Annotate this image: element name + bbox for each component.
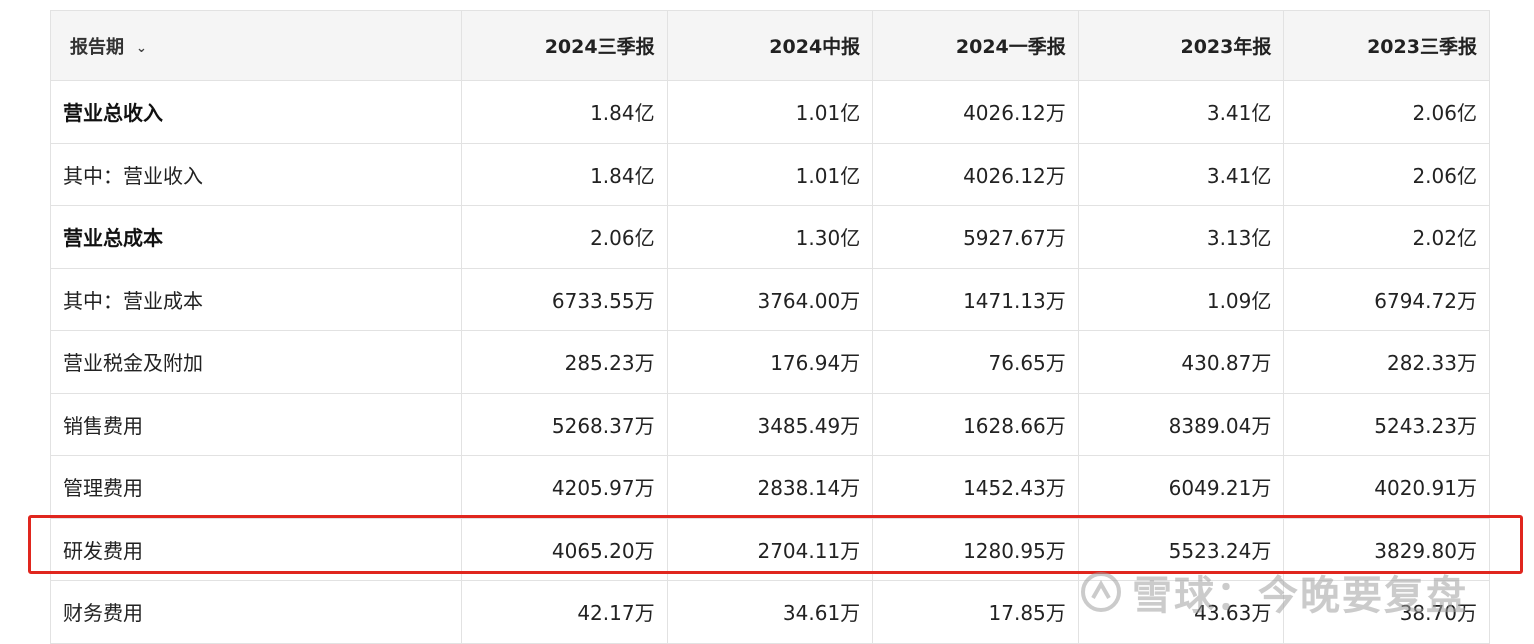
table-cell: 4020.91万 xyxy=(1283,455,1490,519)
table-cell: 3764.00万 xyxy=(666,267,874,331)
table-row: 其中：营业成本 6733.55万 3764.00万 1471.13万 1.09亿 6794… xyxy=(50,267,1490,331)
table-cell: 1452.43万 xyxy=(872,455,1079,519)
row-label: 营业税金及附加 xyxy=(50,330,462,394)
table-cell: 5268.37万 xyxy=(461,392,668,456)
table-cell: 3.41亿 xyxy=(1077,142,1285,206)
column-header: 2024中报 xyxy=(666,10,874,81)
table-cell: 6049.21万 xyxy=(1077,455,1285,519)
table-cell: 34.61万 xyxy=(666,580,874,644)
table-cell: 4026.12万 xyxy=(872,80,1079,144)
table-cell: 76.65万 xyxy=(872,330,1079,394)
table-row: 营业总收入 1.84亿 1.01亿 4026.12万 3.41亿 2.06亿 xyxy=(50,80,1490,144)
table-cell: 1628.66万 xyxy=(872,392,1079,456)
column-header: 2024一季报 xyxy=(872,10,1079,81)
table-cell: 3.41亿 xyxy=(1077,80,1285,144)
table-row: 营业税金及附加 285.23万 176.94万 76.65万 430.87万 282.33… xyxy=(50,330,1490,394)
table-cell: 1.84亿 xyxy=(461,80,668,144)
table-cell: 285.23万 xyxy=(461,330,668,394)
financial-table-container: 报告期 ⌄ 2024三季报 2024中报 2024一季报 2023年报 2023三… xyxy=(50,10,1490,644)
column-header: 2023年报 xyxy=(1077,10,1285,81)
table-cell: 176.94万 xyxy=(666,330,874,394)
chevron-down-icon[interactable]: ⌄ xyxy=(136,40,147,56)
table-header: 报告期 ⌄ 2024三季报 2024中报 2024一季报 2023年报 2023三… xyxy=(50,10,1490,81)
table-row: 营业总成本 2.06亿 1.30亿 5927.67万 3.13亿 2.02亿 xyxy=(50,205,1490,269)
table-cell: 5927.67万 xyxy=(872,205,1079,269)
table-cell: 6794.72万 xyxy=(1283,267,1490,331)
table-cell: 1471.13万 xyxy=(872,267,1079,331)
table-cell: 2704.11万 xyxy=(666,517,874,581)
income-statement-table: 报告期 ⌄ 2024三季报 2024中报 2024一季报 2023年报 2023三… xyxy=(50,10,1490,644)
table-cell: 3.13亿 xyxy=(1077,205,1285,269)
table-cell: 2.06亿 xyxy=(1283,80,1490,144)
table-cell: 1.01亿 xyxy=(666,142,874,206)
table-cell: 4026.12万 xyxy=(872,142,1079,206)
row-label: 其中：营业成本 xyxy=(50,267,462,331)
table-row: 研发费用 4065.20万 2704.11万 1280.95万 5523.24万 3829… xyxy=(50,517,1490,581)
table-cell: 1280.95万 xyxy=(872,517,1079,581)
table-cell: 1.30亿 xyxy=(666,205,874,269)
table-row: 财务费用 42.17万 34.61万 17.85万 43.63万 38.70万 xyxy=(50,580,1490,644)
table-row: 其中：营业收入 1.84亿 1.01亿 4026.12万 3.41亿 2.06亿 xyxy=(50,142,1490,206)
table-cell: 5243.23万 xyxy=(1283,392,1490,456)
header-row: 报告期 ⌄ 2024三季报 2024中报 2024一季报 2023年报 2023三… xyxy=(50,10,1490,81)
table-cell: 2.06亿 xyxy=(461,205,668,269)
row-label: 其中：营业收入 xyxy=(50,142,462,206)
row-label: 管理费用 xyxy=(50,455,462,519)
table-cell: 2.02亿 xyxy=(1283,205,1490,269)
period-label: 报告期 xyxy=(70,36,124,58)
table-cell: 3485.49万 xyxy=(666,392,874,456)
row-label: 财务费用 xyxy=(50,580,462,644)
table-cell: 17.85万 xyxy=(872,580,1079,644)
row-label: 营业总成本 xyxy=(50,205,462,269)
table-cell: 43.63万 xyxy=(1077,580,1285,644)
table-cell: 2838.14万 xyxy=(666,455,874,519)
period-selector[interactable]: 报告期 ⌄ xyxy=(50,10,462,81)
table-cell: 1.09亿 xyxy=(1077,267,1285,331)
column-header: 2023三季报 xyxy=(1283,10,1490,81)
table-body: 营业总收入 1.84亿 1.01亿 4026.12万 3.41亿 2.06亿 其中：营业收入… xyxy=(50,80,1490,644)
table-cell: 3829.80万 xyxy=(1283,517,1490,581)
table-cell: 282.33万 xyxy=(1283,330,1490,394)
table-row: 管理费用 4205.97万 2838.14万 1452.43万 6049.21万 4020… xyxy=(50,455,1490,519)
column-header: 2024三季报 xyxy=(461,10,668,81)
table-cell: 1.01亿 xyxy=(666,80,874,144)
table-cell: 1.84亿 xyxy=(461,142,668,206)
table-cell: 42.17万 xyxy=(461,580,668,644)
table-cell: 430.87万 xyxy=(1077,330,1285,394)
table-cell: 5523.24万 xyxy=(1077,517,1285,581)
table-cell: 38.70万 xyxy=(1283,580,1490,644)
table-cell: 4205.97万 xyxy=(461,455,668,519)
row-label: 销售费用 xyxy=(50,392,462,456)
table-cell: 8389.04万 xyxy=(1077,392,1285,456)
table-cell: 6733.55万 xyxy=(461,267,668,331)
table-row: 销售费用 5268.37万 3485.49万 1628.66万 8389.04万 5243… xyxy=(50,392,1490,456)
table-cell: 4065.20万 xyxy=(461,517,668,581)
row-label: 营业总收入 xyxy=(50,80,462,144)
row-label: 研发费用 xyxy=(50,517,462,581)
table-cell: 2.06亿 xyxy=(1283,142,1490,206)
